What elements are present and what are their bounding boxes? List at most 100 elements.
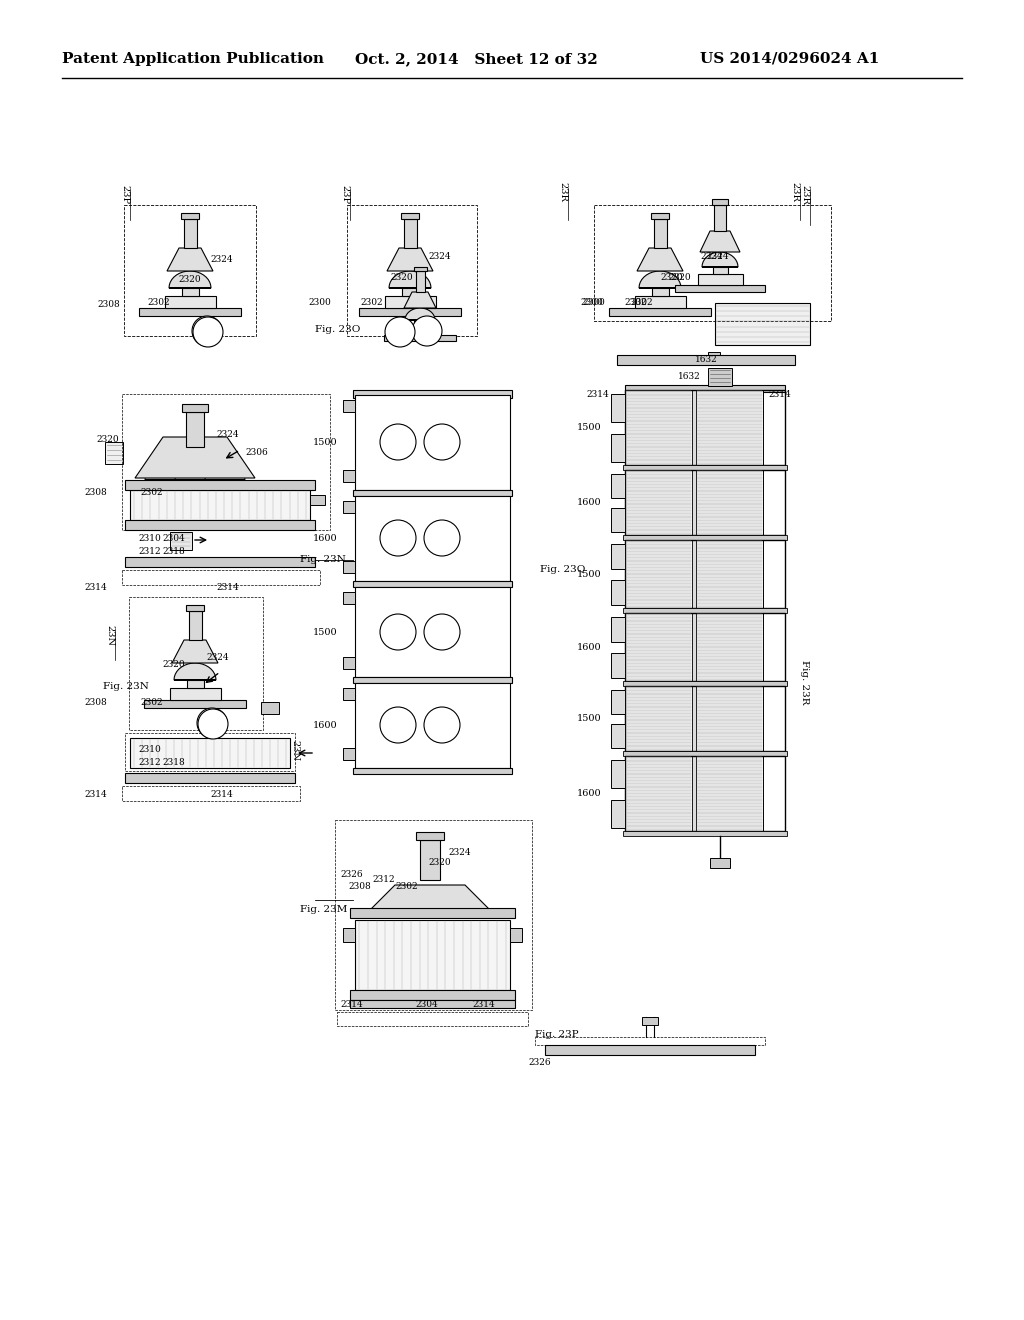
Bar [105,442,123,465]
Bar [696,389,763,465]
Bar [310,495,325,506]
Text: Fig. 23M: Fig. 23M [300,906,347,913]
Text: Fig. 23P: Fig. 23P [535,1030,579,1039]
Bar [165,296,216,308]
Text: 2312: 2312 [138,758,161,767]
Text: Fig. 23O: Fig. 23O [315,325,360,334]
Text: 2318: 2318 [162,758,184,767]
Bar [623,832,787,836]
Bar [611,544,625,569]
Text: 2302: 2302 [630,298,652,308]
Polygon shape [639,271,681,288]
Bar [623,465,787,470]
Bar [343,688,355,700]
Text: 2324: 2324 [700,252,723,261]
Circle shape [193,317,223,347]
Bar [611,653,625,678]
Bar [125,733,295,771]
Polygon shape [702,252,738,267]
Bar [625,612,692,681]
Circle shape [424,424,460,459]
Text: 2304: 2304 [162,535,184,543]
Text: 2302: 2302 [140,488,163,498]
Bar [708,368,732,385]
Bar [355,920,510,990]
Bar [675,285,765,292]
Text: 2310: 2310 [138,535,161,543]
Text: 2308: 2308 [348,882,371,891]
Bar [611,474,625,498]
Circle shape [412,315,442,346]
Bar [414,319,426,326]
Bar [710,858,730,869]
Bar [122,570,319,585]
Text: 2314: 2314 [84,583,106,591]
Bar [623,751,787,756]
Bar [692,612,696,681]
Bar [170,532,193,550]
Bar [654,219,667,248]
Text: 23P: 23P [120,185,129,205]
Bar [355,587,510,677]
Text: 2308: 2308 [97,300,120,309]
Bar [625,540,785,609]
Text: 2302: 2302 [360,298,383,308]
Polygon shape [174,663,216,680]
Text: 2308: 2308 [84,488,106,498]
Bar [692,540,696,609]
Bar [696,756,763,832]
Text: 1632: 1632 [678,372,700,381]
Bar [343,591,355,605]
Bar [714,205,726,231]
Bar [182,404,208,412]
Circle shape [197,708,227,738]
Bar [625,756,785,832]
Bar [611,579,625,605]
Bar [713,267,728,275]
Bar [416,271,425,292]
Circle shape [380,424,416,459]
Text: 2302: 2302 [147,298,170,308]
Bar [625,470,785,535]
Bar [642,1016,658,1026]
Polygon shape [404,292,436,308]
Bar [535,1038,765,1045]
Bar [337,1012,528,1026]
Text: Oct. 2, 2014   Sheet 12 of 32: Oct. 2, 2014 Sheet 12 of 32 [355,51,598,66]
Bar [125,557,315,568]
Bar [625,686,785,751]
Bar [414,267,427,271]
Bar [651,213,669,219]
Bar [353,677,512,682]
Bar [625,385,785,392]
Bar [715,304,810,345]
Text: 23N: 23N [290,741,299,762]
Text: 1600: 1600 [577,789,602,799]
Polygon shape [175,462,215,480]
Text: 2326: 2326 [340,870,362,879]
Text: Fig. 23R: Fig. 23R [800,660,809,705]
Polygon shape [169,271,211,288]
Bar [353,490,512,496]
Bar [625,389,692,465]
Polygon shape [408,895,452,915]
Text: 1600: 1600 [577,498,602,507]
Bar [350,990,515,1001]
Bar [594,205,831,321]
Circle shape [380,708,416,743]
Circle shape [380,614,416,649]
Bar [139,308,241,315]
Polygon shape [365,884,495,915]
Bar [182,288,199,296]
Bar [170,688,221,700]
Circle shape [385,317,415,347]
Text: Fig. 23N: Fig. 23N [103,682,148,690]
Text: Patent Application Publication: Patent Application Publication [62,51,324,66]
Polygon shape [205,462,245,480]
Bar [385,296,436,308]
Text: 2324: 2324 [449,847,471,857]
Bar [625,389,785,465]
Text: 2324: 2324 [706,252,729,261]
Text: 1500: 1500 [313,438,338,447]
Text: Fig. 23N: Fig. 23N [300,554,346,564]
